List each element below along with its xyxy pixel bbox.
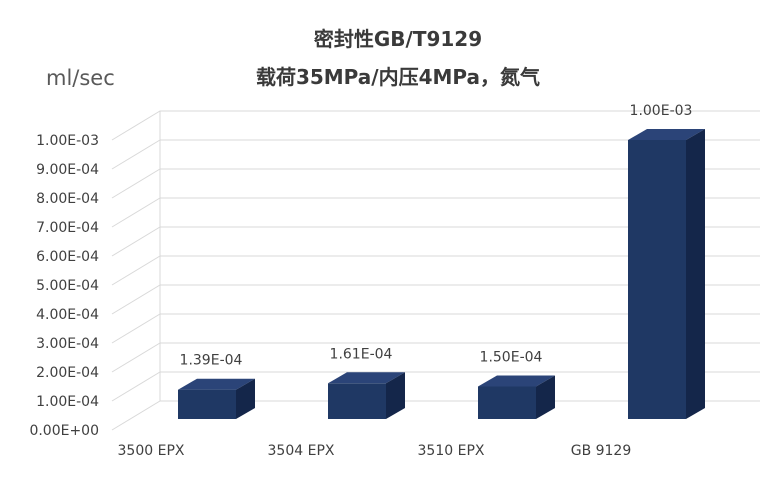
chart-subtitle: 载荷35MPa/内压4MPa，氮气 xyxy=(256,65,540,89)
gridline xyxy=(111,371,760,402)
bar-top-face xyxy=(328,372,405,384)
gridline xyxy=(111,284,760,315)
grid-layer xyxy=(111,110,760,431)
bar-side-face xyxy=(536,375,555,419)
gridline xyxy=(111,313,760,344)
bars xyxy=(178,129,705,419)
y-tick-label: 5.00E-04 xyxy=(36,278,99,294)
bar-front-face xyxy=(478,386,536,419)
y-tick-label: 1.00E-04 xyxy=(36,394,99,410)
bar xyxy=(478,375,555,419)
bar-front-face xyxy=(178,389,236,419)
bar-top-face xyxy=(178,378,255,390)
bar-side-face xyxy=(236,378,255,419)
bar-front-face xyxy=(628,140,686,419)
gridline xyxy=(111,168,760,199)
y-tick-label: 7.00E-04 xyxy=(36,220,99,236)
bar-side-face xyxy=(686,129,705,419)
bar xyxy=(178,378,255,419)
data-label: 1.00E-03 xyxy=(630,103,693,119)
category-label: GB 9129 xyxy=(571,443,632,459)
data-labels: 1.39E-04 1.61E-04 1.50E-04 1.00E-03 xyxy=(180,103,693,369)
gridline xyxy=(111,139,760,170)
bar xyxy=(328,372,405,419)
y-axis-unit-label: ml/sec xyxy=(46,66,115,90)
y-tick-label: 1.00E-03 xyxy=(36,133,99,149)
category-label: 3500 EPX xyxy=(118,443,185,459)
gridline xyxy=(111,400,760,431)
bar-front-face xyxy=(328,383,386,419)
gridline xyxy=(111,226,760,257)
bar-top-face xyxy=(628,129,705,140)
bar xyxy=(628,129,705,419)
data-label: 1.39E-04 xyxy=(180,353,243,369)
category-label: 3504 EPX xyxy=(268,443,335,459)
y-tick-label: 4.00E-04 xyxy=(36,307,99,323)
data-label: 1.61E-04 xyxy=(330,346,393,362)
y-tick-label: 6.00E-04 xyxy=(36,249,99,265)
y-tick-label: 9.00E-04 xyxy=(36,162,99,178)
bar-top-face xyxy=(478,375,555,387)
y-tick-labels: 0.00E+00 1.00E-04 2.00E-04 3.00E-04 4.00E-04… xyxy=(29,133,99,439)
y-tick-label: 0.00E+00 xyxy=(29,423,99,439)
data-label: 1.50E-04 xyxy=(480,350,543,366)
gridline xyxy=(111,197,760,228)
chart-title: 密封性GB/T9129 xyxy=(314,27,482,51)
category-labels: 3500 EPX 3504 EPX 3510 EPX GB 9129 xyxy=(118,443,632,459)
gridline xyxy=(111,110,760,141)
category-label: 3510 EPX xyxy=(418,443,485,459)
y-tick-label: 2.00E-04 xyxy=(36,365,99,381)
y-tick-label: 8.00E-04 xyxy=(36,191,99,207)
gridline xyxy=(111,255,760,286)
y-tick-label: 3.00E-04 xyxy=(36,336,99,352)
bar-side-face xyxy=(386,372,405,419)
gridline xyxy=(111,342,760,373)
